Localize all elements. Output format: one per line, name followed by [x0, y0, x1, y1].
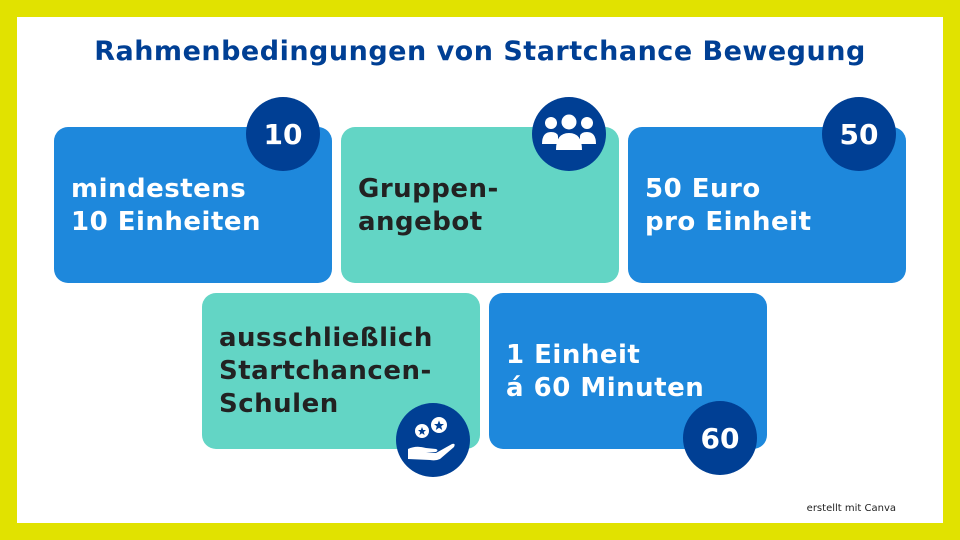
badge-50: 50	[822, 97, 896, 171]
card-text: mindestens 10 Einheiten	[71, 174, 262, 237]
card-text: 1 Einheit á 60 Minuten	[506, 340, 705, 403]
hand-stars-icon	[396, 403, 470, 477]
card-text: 50 Euro pro Einheit	[645, 174, 812, 237]
card-text: ausschließlich Startchancen- Schulen	[219, 323, 433, 419]
badge-60: 60	[683, 401, 757, 475]
group-icon	[532, 97, 606, 171]
footer-credit: erstellt mit Canva	[806, 503, 896, 514]
card-group: Gruppen- angebot	[341, 127, 619, 283]
card-schools: ausschließlich Startchancen- Schulen	[202, 293, 480, 449]
card-text: Gruppen- angebot	[358, 174, 499, 237]
badge-10: 10	[246, 97, 320, 171]
page-title: Rahmenbedingungen von Startchance Bewegu…	[94, 36, 866, 67]
